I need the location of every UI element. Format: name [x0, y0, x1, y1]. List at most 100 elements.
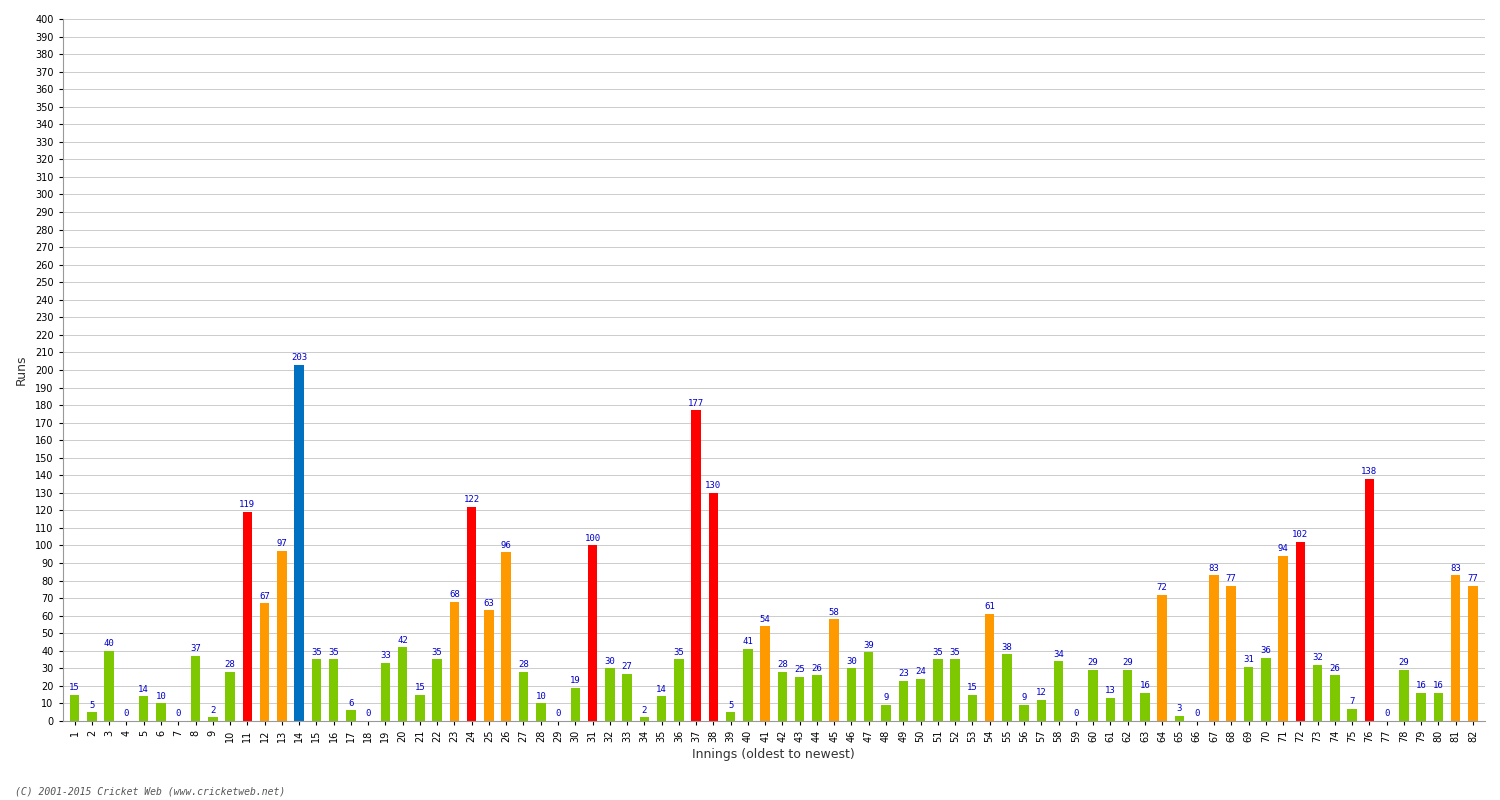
Text: 36: 36	[1260, 646, 1270, 655]
Text: 42: 42	[398, 635, 408, 645]
Bar	[951, 659, 960, 721]
Bar	[674, 659, 684, 721]
Text: 19: 19	[570, 676, 580, 685]
Bar	[622, 674, 632, 721]
Bar	[1416, 693, 1426, 721]
Bar	[87, 712, 96, 721]
Text: 35: 35	[933, 648, 944, 657]
Bar	[968, 694, 976, 721]
Text: 37: 37	[190, 644, 201, 654]
Bar	[898, 681, 908, 721]
Text: 5: 5	[728, 701, 734, 710]
Text: 138: 138	[1362, 467, 1377, 476]
Text: 58: 58	[830, 607, 840, 617]
Text: 72: 72	[1156, 583, 1167, 592]
Bar	[604, 668, 615, 721]
Bar	[726, 712, 735, 721]
Bar	[398, 647, 408, 721]
Bar	[1174, 716, 1184, 721]
Bar	[260, 603, 270, 721]
Text: 10: 10	[156, 692, 166, 701]
Bar	[536, 703, 546, 721]
Bar	[140, 696, 148, 721]
Text: 0: 0	[555, 710, 561, 718]
Bar	[1400, 670, 1408, 721]
Text: 203: 203	[291, 353, 308, 362]
Text: 2: 2	[642, 706, 646, 714]
Text: 0: 0	[366, 710, 370, 718]
Text: 10: 10	[536, 692, 546, 701]
Bar	[1140, 693, 1149, 721]
Text: 30: 30	[604, 657, 615, 666]
Bar	[1227, 586, 1236, 721]
Text: 16: 16	[1416, 682, 1426, 690]
Bar	[1158, 594, 1167, 721]
Bar	[432, 659, 442, 721]
Bar	[639, 718, 650, 721]
Text: 130: 130	[705, 481, 722, 490]
Bar	[864, 653, 873, 721]
Bar	[381, 663, 390, 721]
Text: 177: 177	[688, 398, 703, 408]
Text: 100: 100	[585, 534, 600, 543]
Bar	[777, 672, 788, 721]
Text: 96: 96	[501, 541, 512, 550]
Bar	[1244, 666, 1254, 721]
Text: 25: 25	[795, 666, 806, 674]
Text: 15: 15	[968, 683, 978, 692]
Bar	[519, 672, 528, 721]
Text: 122: 122	[464, 495, 480, 504]
Text: 29: 29	[1088, 658, 1098, 667]
Text: 26: 26	[812, 664, 822, 673]
Text: 23: 23	[898, 669, 909, 678]
Text: 28: 28	[518, 660, 530, 669]
Bar	[1434, 693, 1443, 721]
Bar	[1089, 670, 1098, 721]
Text: 15: 15	[414, 683, 426, 692]
Bar	[416, 694, 424, 721]
Bar	[501, 553, 512, 721]
Text: 29: 29	[1122, 658, 1132, 667]
Bar	[916, 679, 926, 721]
Bar	[1278, 556, 1288, 721]
Bar	[846, 668, 856, 721]
Bar	[278, 550, 286, 721]
Text: 3: 3	[1178, 704, 1182, 713]
Text: 0: 0	[1194, 710, 1200, 718]
Bar	[328, 659, 339, 721]
Text: 29: 29	[1398, 658, 1408, 667]
X-axis label: Innings (oldest to newest): Innings (oldest to newest)	[693, 748, 855, 761]
Text: 39: 39	[864, 641, 874, 650]
Bar	[1312, 665, 1323, 721]
Text: 94: 94	[1278, 544, 1288, 554]
Text: 54: 54	[760, 614, 771, 623]
Text: 67: 67	[260, 592, 270, 601]
Bar	[484, 610, 494, 721]
Bar	[692, 410, 700, 721]
Bar	[1124, 670, 1132, 721]
Text: 63: 63	[483, 598, 495, 608]
Text: 14: 14	[656, 685, 668, 694]
Text: 14: 14	[138, 685, 148, 694]
Text: 2: 2	[210, 706, 216, 714]
Bar	[1209, 575, 1218, 721]
Text: 38: 38	[1002, 642, 1013, 652]
Bar	[1054, 662, 1064, 721]
Bar	[1330, 675, 1340, 721]
Bar	[742, 649, 753, 721]
Text: 13: 13	[1106, 686, 1116, 695]
Bar	[1365, 478, 1374, 721]
Text: 16: 16	[1432, 682, 1444, 690]
Bar	[1106, 698, 1114, 721]
Text: 28: 28	[225, 660, 236, 669]
Bar	[1002, 654, 1011, 721]
Text: 9: 9	[884, 694, 888, 702]
Text: 83: 83	[1209, 564, 1219, 573]
Text: 33: 33	[380, 651, 392, 660]
Text: 27: 27	[621, 662, 633, 671]
Bar	[1262, 658, 1270, 721]
Text: 28: 28	[777, 660, 788, 669]
Bar	[466, 507, 477, 721]
Text: 7: 7	[1350, 697, 1354, 706]
Text: 35: 35	[950, 648, 960, 657]
